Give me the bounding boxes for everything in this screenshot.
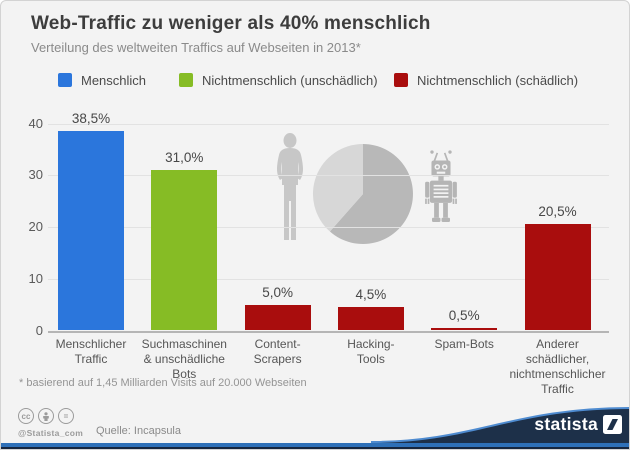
x-axis-category-label: Menschlicher Traffic: [55, 337, 127, 366]
gridline: [48, 227, 609, 228]
footer: cc = @Statista_com Quelle: Incapsula sta…: [1, 405, 629, 449]
source-label: Quelle: Incapsula: [96, 425, 181, 437]
y-axis-tick: 40: [28, 115, 43, 131]
bar: [524, 224, 591, 331]
bar: [151, 170, 218, 331]
x-axis-category-label: Anderer schädlicher, nichtmenschlicher Traf…: [509, 337, 606, 396]
legend-label: Menschlich: [81, 72, 147, 88]
x-axis-category-label: Content- Scrapers: [253, 337, 302, 366]
legend-label: Nichtmenschlich (unschädlich): [202, 72, 378, 88]
gridline: [48, 123, 609, 125]
pie-chart-icon: [312, 144, 413, 244]
bar: [337, 307, 404, 331]
statista-handle: @Statista_com: [18, 428, 84, 438]
legend-item-nichtmenschlich-unschaedlich: Nichtmenschlich (unschädlich): [179, 72, 378, 88]
nd-icon: =: [58, 408, 74, 424]
bar-value-label: 31,0%: [165, 150, 204, 166]
legend-swatch-green: [179, 73, 193, 87]
statista-logo-icon: [603, 415, 622, 434]
gridline: [48, 175, 609, 177]
legend-item-menschlich: Menschlich: [58, 72, 146, 88]
bar-value-label: 20,5%: [538, 204, 577, 220]
legend-swatch-blue: [58, 73, 72, 87]
legend-label: Nichtmenschlich (schädlich): [417, 72, 579, 88]
y-axis-tick: 0: [35, 322, 43, 338]
page-subtitle: Verteilung des weltweiten Traffics auf W…: [31, 40, 361, 55]
legend-swatch-red: [394, 73, 408, 87]
cc-icon: cc: [18, 408, 34, 424]
human-silhouette-icon: [277, 133, 303, 240]
y-axis-tick: 30: [28, 167, 43, 183]
bar-value-label: 38,5%: [71, 111, 111, 127]
bar-value-label: 5,0%: [262, 284, 293, 300]
page-title: Web-Traffic zu weniger als 40% menschlic…: [31, 13, 431, 34]
x-axis-category-label: Spam-Bots: [434, 337, 494, 351]
bar: [58, 131, 124, 331]
license-icons: cc =: [18, 408, 74, 424]
attribution-icon: [38, 408, 54, 424]
footer-swoosh: [1, 407, 629, 449]
x-axis-category-label: Hacking- Tools: [347, 337, 395, 366]
robot-icon: [425, 150, 457, 222]
bar-value-label: 4,5%: [355, 287, 387, 303]
y-axis-tick: 20: [28, 219, 43, 234]
statista-wordmark: statista: [534, 414, 598, 434]
bar: [244, 304, 311, 331]
y-axis-tick: 10: [28, 270, 43, 286]
bar: [431, 327, 498, 331]
x-axis-category-label: Suchmaschinen & unschädliche Bots: [141, 337, 227, 381]
x-axis-line: [48, 330, 609, 333]
gridline: [48, 278, 609, 280]
footnote: * basierend auf 1,45 Milliarden Visits a…: [19, 377, 307, 389]
legend-item-nichtmenschlich-schaedlich: Nichtmenschlich (schädlich): [394, 72, 578, 88]
bar-value-label: 0,5%: [448, 307, 480, 323]
